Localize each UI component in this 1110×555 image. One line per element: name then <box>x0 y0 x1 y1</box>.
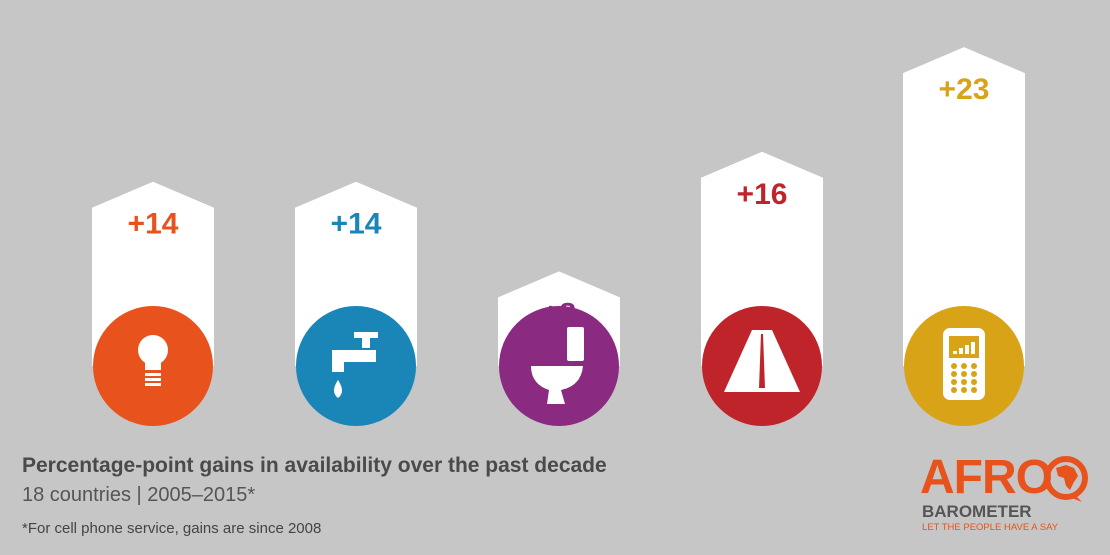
bar-group: +14 <box>92 181 214 426</box>
chart-footnote: *For cell phone service, gains are since… <box>22 520 322 537</box>
category-circle <box>296 306 416 426</box>
bar-group: +23 <box>903 47 1025 426</box>
data-label: +16 <box>737 178 788 211</box>
bar-group: +16 <box>701 151 823 426</box>
cell-phone-icon <box>943 328 985 400</box>
bar <box>701 151 823 366</box>
road-icon <box>724 330 800 392</box>
chart-title: Percentage-point gains in availability o… <box>22 454 607 477</box>
chart-subtitle: 18 countries | 2005–2015* <box>22 484 256 506</box>
logo-afro-text: AFRO <box>920 451 1053 504</box>
bars-group: +14 +14 +8 +16 +23 <box>92 47 1025 426</box>
data-label: +14 <box>128 208 179 241</box>
afrobarometer-logo: AFRO BAROMETER LET THE PEOPLE HAVE A SAY <box>920 451 1095 544</box>
africa-map-icon <box>1044 456 1088 502</box>
logo-barometer-text: BAROMETER <box>922 502 1032 521</box>
light-bulb-icon <box>138 335 168 386</box>
water-tap-icon <box>332 332 378 398</box>
bar <box>903 47 1025 367</box>
data-label: +14 <box>331 208 382 241</box>
logo-tagline: LET THE PEOPLE HAVE A SAY <box>922 522 1059 533</box>
data-label: +23 <box>939 73 990 106</box>
toilet-icon <box>531 327 584 404</box>
bar-group: +14 <box>295 181 417 426</box>
bar-group: +8 <box>498 271 620 426</box>
